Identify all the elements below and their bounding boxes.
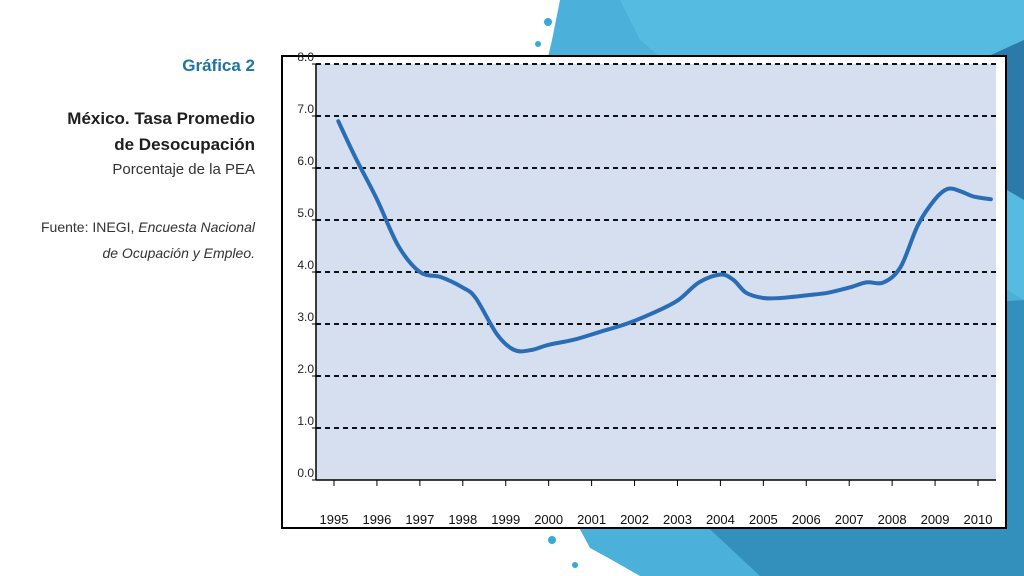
x-tick-label: 2000 [534,512,563,527]
y-tick-label: 3.0 [297,310,314,324]
y-tick-label: 4.0 [297,258,314,272]
source-prefix: Fuente: INEGI, [40,219,139,235]
chart-subtitle: Porcentaje de la PEA [112,161,255,178]
x-tick-label: 1995 [320,512,349,527]
chart-title-line2: de Desocupación [114,135,255,154]
chart-source: Fuente: INEGI, Encuesta Nacional de Ocup… [25,214,255,266]
x-tick-label: 2001 [577,512,606,527]
figure-label: Gráfica 2 [182,56,255,75]
x-tick-label: 2009 [921,512,950,527]
x-tick-label: 1999 [491,512,520,527]
x-tick-label: 2010 [964,512,993,527]
y-tick-label: 8.0 [297,50,314,64]
source-title: Encuesta Nacional de Ocupación y Empleo. [102,219,255,261]
x-tick-label: 1998 [448,512,477,527]
plot-area [316,64,996,480]
x-axis: 1995 1996 1997 1998 1999 2000 2001 2002 2003 2004… [320,480,993,527]
x-tick-label: 2002 [620,512,649,527]
y-tick-label: 6.0 [297,154,314,168]
x-tick-label: 2004 [706,512,735,527]
x-tick-label: 2007 [835,512,864,527]
y-tick-label: 1.0 [297,414,314,428]
y-tick-label: 5.0 [297,206,314,220]
series-line [336,119,993,354]
y-tick-label: 7.0 [297,102,314,116]
x-tick-label: 2005 [749,512,778,527]
x-tick-label: 1997 [405,512,434,527]
y-tick-label: 0.0 [297,466,314,480]
x-tick-label: 2003 [663,512,692,527]
x-tick-label: 2006 [792,512,821,527]
y-axis: 0.0 1.0 2.0 3.0 4.0 5.0 6.0 7.0 8.0 [297,50,316,481]
x-tick-label: 2008 [878,512,907,527]
chart-title: México. Tasa Promedio de Desocupación [15,106,255,158]
y-tick-label: 2.0 [297,362,314,376]
chart-title-line1: México. Tasa Promedio [67,109,255,128]
x-tick-label: 1996 [362,512,391,527]
